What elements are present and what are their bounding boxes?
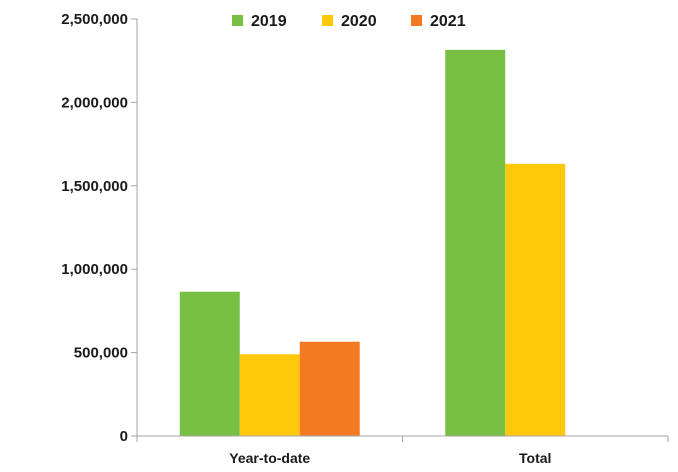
legend: 2019 2020 2021 xyxy=(232,13,466,30)
y-tick-label: 1,500,000 xyxy=(61,178,128,195)
bar-2019-total xyxy=(445,49,506,436)
legend-label: 2021 xyxy=(430,13,466,30)
y-tick-label: 500,000 xyxy=(74,345,128,362)
bar-2020-year-to-date xyxy=(239,354,300,436)
legend-swatch-2021 xyxy=(411,15,422,26)
legend-swatch-2019 xyxy=(232,15,243,26)
bars-group xyxy=(179,49,566,436)
legend-label: 2020 xyxy=(341,13,377,30)
y-tick-label: 0 xyxy=(120,428,128,445)
y-tick-label: 2,000,000 xyxy=(61,94,128,111)
bar-2021-year-to-date xyxy=(299,341,360,436)
x-category-label: Total xyxy=(519,450,551,466)
y-axis: 0 500,000 1,000,000 1,500,000 2,000,000 2,500… xyxy=(61,11,138,445)
bar-2019-year-to-date xyxy=(179,291,240,436)
x-category-label: Year-to-date xyxy=(229,450,310,466)
bar-2020-total xyxy=(505,163,566,436)
x-axis: Year-to-date Total xyxy=(136,435,669,466)
legend-swatch-2020 xyxy=(322,15,333,26)
legend-label: 2019 xyxy=(251,13,287,30)
y-tick-label: 1,000,000 xyxy=(61,261,128,278)
y-tick-label: 2,500,000 xyxy=(61,11,128,28)
